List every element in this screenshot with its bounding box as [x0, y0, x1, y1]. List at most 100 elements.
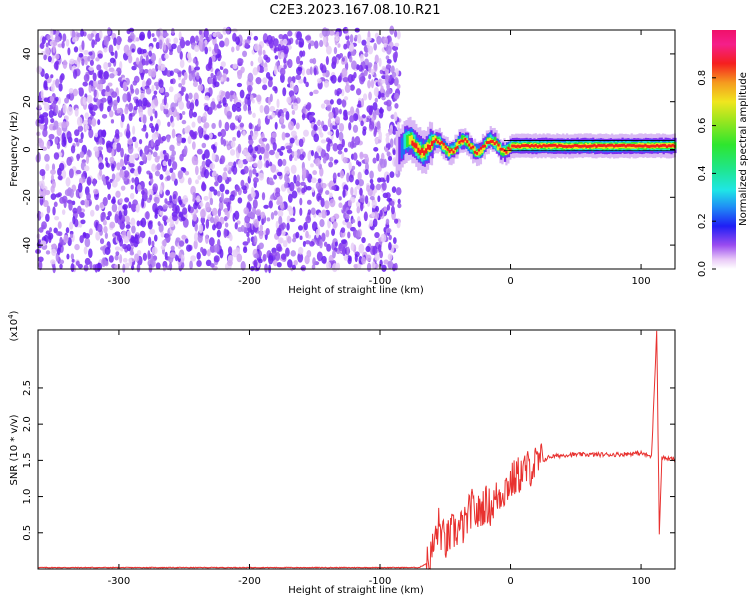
noise-cell [394, 218, 399, 224]
noise-cell [187, 204, 191, 212]
noise-cell [195, 35, 199, 42]
noise-cell [189, 130, 195, 138]
noise-cell [50, 193, 57, 200]
noise-cell [298, 138, 304, 148]
noise-cell [369, 121, 375, 130]
noise-cell [61, 195, 68, 204]
noise-cell [231, 46, 235, 53]
noise-cell [72, 207, 78, 214]
signal-cell [577, 144, 580, 148]
noise-cell [367, 62, 373, 68]
noise-cell [59, 75, 63, 84]
colorbar-gradient [712, 30, 736, 269]
noise-cell [162, 215, 168, 221]
noise-cell [208, 189, 213, 200]
noise-cell [154, 213, 158, 219]
noise-cell [372, 101, 378, 111]
noise-cell [394, 42, 400, 47]
noise-cell [300, 266, 305, 271]
snr-panel: -300 -200 -100 0 100 0.5 1.0 1.5 2.0 2.5 Height … [7, 310, 676, 596]
noise-cell [278, 215, 283, 226]
noise-cell [324, 200, 330, 209]
noise-cell [182, 194, 189, 205]
noise-cell [363, 70, 368, 77]
noise-cell [353, 263, 359, 269]
noise-cell [359, 76, 365, 85]
noise-cell [332, 142, 339, 152]
noise-cell [266, 34, 273, 45]
noise-cell [111, 173, 116, 181]
noise-cell [372, 157, 377, 164]
noise-cell [288, 121, 295, 131]
noise-cell [346, 221, 352, 229]
noise-cell [268, 200, 273, 209]
noise-cell [45, 42, 49, 48]
signal-cell [569, 145, 573, 148]
noise-cell [65, 227, 70, 234]
noise-cell [301, 112, 306, 121]
signal-cell [499, 147, 502, 151]
noise-cell [397, 203, 402, 209]
noise-cell [307, 151, 311, 161]
noise-cell [203, 195, 209, 201]
noise-cell [237, 58, 244, 65]
noise-cell [126, 123, 130, 133]
noise-cell [274, 55, 279, 60]
noise-cell [305, 35, 311, 41]
noise-cell [74, 107, 79, 117]
signal-cell [564, 144, 567, 148]
noise-cell [119, 198, 123, 204]
noise-cell [151, 33, 155, 38]
signal-cell [530, 144, 533, 147]
noise-cell [366, 254, 372, 262]
noise-cell [82, 119, 89, 127]
noise-cell [196, 252, 201, 260]
noise-cell [258, 154, 263, 161]
noise-cell [39, 124, 45, 130]
noise-cell [232, 137, 237, 142]
noise-cell [135, 57, 140, 65]
noise-cell [48, 109, 54, 119]
noise-cell [173, 178, 178, 186]
y-tick-label: -40 [22, 237, 33, 253]
noise-cell [50, 74, 54, 79]
noise-cell [162, 204, 169, 210]
signal-cell [607, 143, 610, 147]
noise-cell [205, 259, 212, 267]
noise-cell [340, 227, 346, 234]
noise-cell [78, 87, 84, 92]
noise-cell [49, 28, 54, 38]
noise-cell [265, 227, 270, 236]
noise-cell [364, 195, 369, 205]
noise-cell [320, 197, 325, 208]
noise-cell [41, 221, 47, 230]
signal-cell [481, 144, 485, 148]
x-tick-label: -300 [108, 276, 131, 287]
noise-cell [223, 197, 230, 203]
noise-cell [73, 69, 78, 79]
noise-cell [316, 251, 323, 262]
noise-cell [331, 56, 337, 66]
snr-y-scale-base: (x10 [9, 319, 20, 342]
noise-cell [290, 164, 297, 175]
noise-cell [299, 153, 305, 161]
noise-cell [197, 204, 201, 210]
signal-cell [614, 144, 618, 147]
noise-cell [394, 30, 398, 38]
noise-cell [76, 205, 82, 215]
noise-cell [342, 76, 349, 83]
noise-cell [91, 39, 95, 49]
signal-cell [440, 141, 443, 144]
noise-cell [315, 228, 320, 239]
noise-cell [166, 175, 171, 181]
noise-cell [235, 102, 242, 109]
noise-cell [170, 102, 176, 112]
noise-cell [171, 27, 175, 35]
noise-cell [295, 74, 302, 80]
noise-cell [366, 39, 371, 49]
noise-cell [169, 51, 173, 56]
noise-cell [156, 163, 162, 171]
noise-cell [299, 60, 304, 65]
signal-cell [448, 150, 451, 153]
noise-cell [286, 96, 292, 104]
